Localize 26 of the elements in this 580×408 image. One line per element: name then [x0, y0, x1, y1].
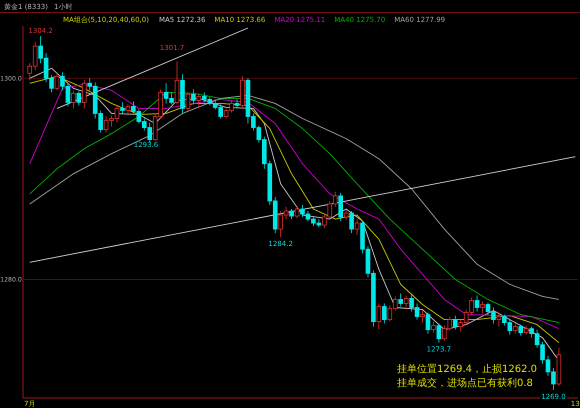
candlestick: [294, 206, 300, 218]
candlestick: [234, 98, 240, 109]
candlestick: [186, 92, 190, 111]
candlestick: [71, 90, 76, 109]
candlestick: [191, 88, 196, 105]
candlestick: [376, 303, 382, 330]
candlestick: [426, 312, 430, 334]
annotation: 挂单成交，进场点已有获利0.8: [397, 377, 533, 389]
candlestick: [436, 323, 442, 344]
candlestick: [480, 301, 485, 314]
candlestick: [120, 102, 125, 114]
candlestick: [54, 72, 60, 91]
candlestick: [354, 218, 360, 236]
candlestick: [349, 210, 354, 234]
candlestick: [240, 76, 245, 109]
candlestick: [556, 347, 562, 386]
candlestick: [496, 313, 502, 328]
annotation: 挂单位置1269.4，止损1262.0: [397, 363, 537, 375]
candlestick: [431, 321, 436, 334]
candlestick: [474, 295, 480, 312]
candlestick: [126, 104, 130, 116]
candlestick: [289, 208, 294, 220]
candlestick: [174, 60, 180, 105]
candlestick: [420, 310, 425, 323]
candlestick: [180, 74, 185, 114]
candlestick: [344, 210, 348, 220]
